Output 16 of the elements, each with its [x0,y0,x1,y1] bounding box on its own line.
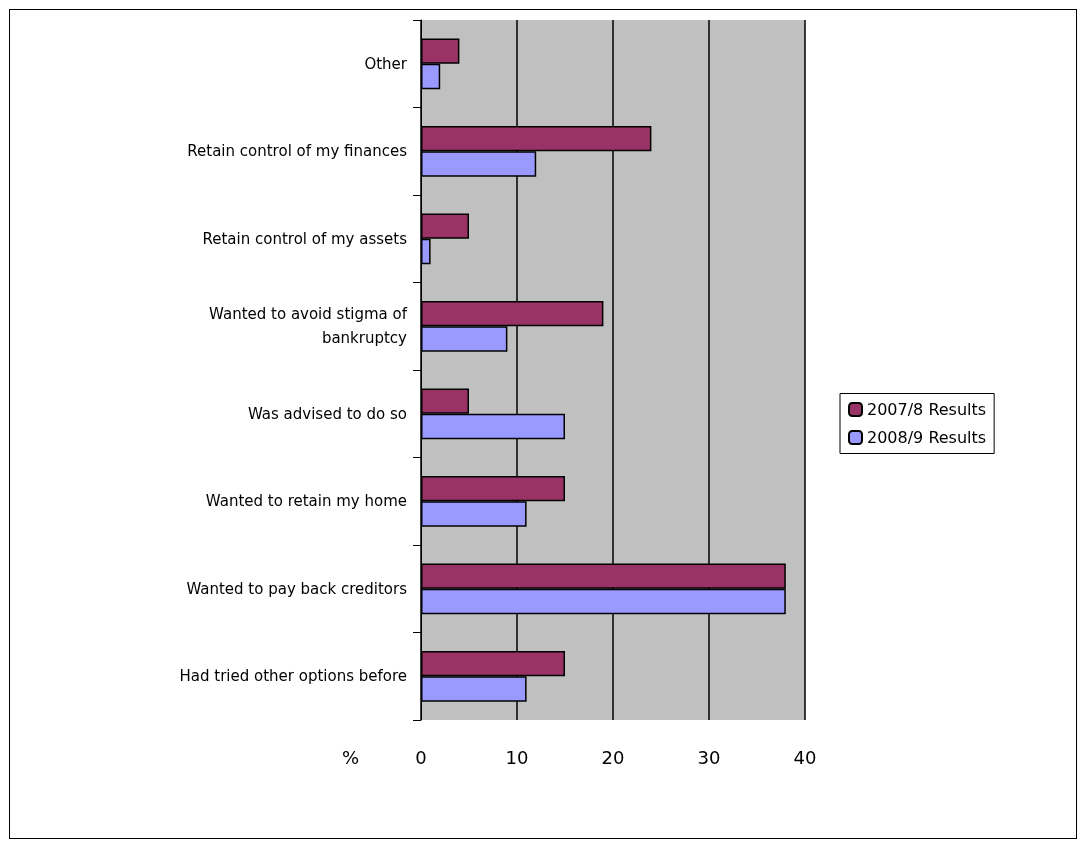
y-tick-label: Wanted to avoid stigma of bankruptcy [209,305,408,348]
x-tick-label: 20 [601,746,625,768]
x-axis-title: % [341,746,359,768]
y-tick-label: Retain control of my finances [187,142,408,161]
x-tick-label: 10 [505,746,529,768]
y-tick-label: Wanted to retain my home [205,492,407,511]
y-tick-label: Other [364,54,408,73]
legend-label: 2007/8 Results [867,400,987,419]
x-tick-label: 40 [793,746,817,768]
x-tick-label: 30 [697,746,721,768]
y-tick-label: Wanted to pay back creditors [186,579,408,598]
y-tick-label: Was advised to do so [247,404,407,423]
legend-label: 2008/9 Results [867,428,987,447]
y-tick-label: Had tried other options before [179,667,407,686]
x-tick-label: 0 [415,746,427,768]
y-tick-label: Retain control of my assets [202,229,408,248]
